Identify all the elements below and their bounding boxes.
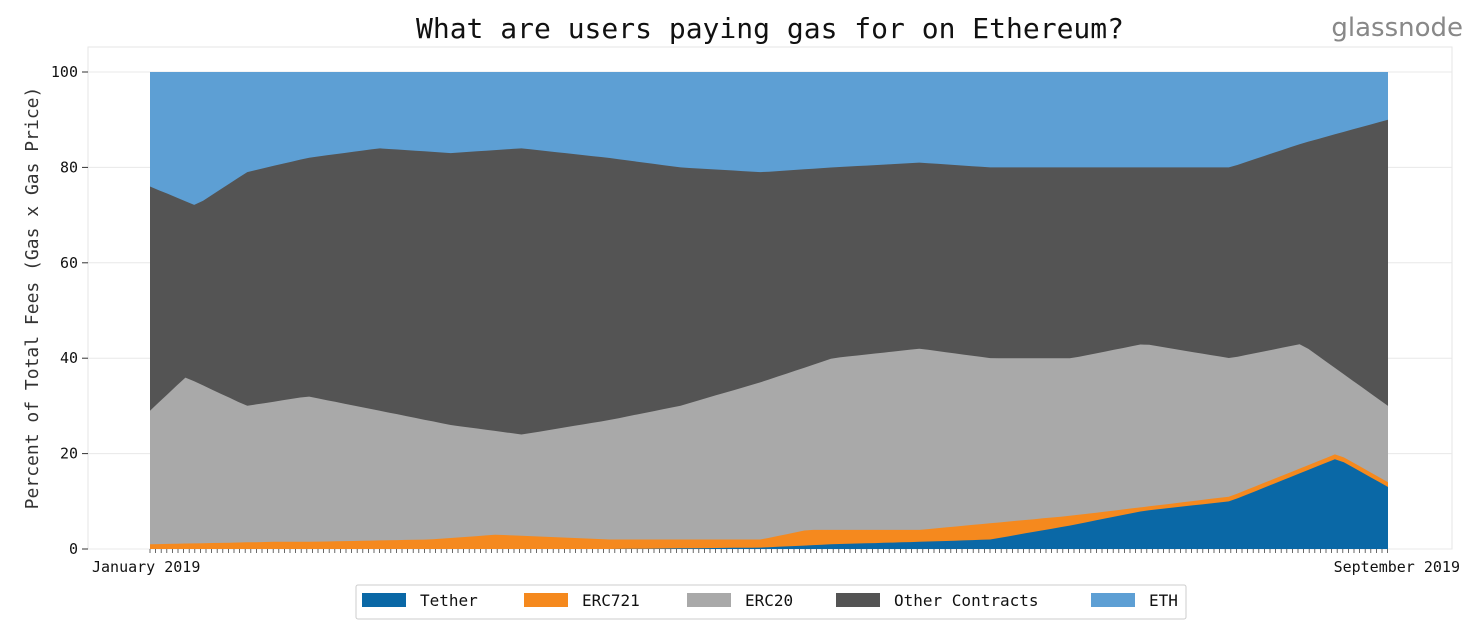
y-tick-label: 40 — [60, 349, 78, 367]
area-tether — [150, 459, 1388, 549]
legend-label: ERC721 — [582, 591, 640, 610]
legend-swatch — [1091, 593, 1135, 607]
legend-swatch — [836, 593, 880, 607]
legend-label: ETH — [1149, 591, 1178, 610]
y-tick-label: 20 — [60, 445, 78, 463]
x-tick-label-end: September 2019 — [1334, 558, 1460, 576]
y-tick-label: 100 — [51, 63, 78, 81]
legend-swatch — [524, 593, 568, 607]
series-areas — [150, 72, 1388, 549]
y-tick-label: 0 — [69, 540, 78, 558]
chart-title: What are users paying gas for on Ethereu… — [416, 12, 1124, 45]
legend-label: Other Contracts — [894, 591, 1039, 610]
y-tick-label: 80 — [60, 158, 78, 176]
legend-swatch — [362, 593, 406, 607]
legend-label: Tether — [420, 591, 478, 610]
y-axis-ticks: 0 20 40 60 80 100 — [51, 63, 88, 558]
x-axis-minor-ticks — [149, 549, 1388, 553]
legend-label: ERC20 — [745, 591, 793, 610]
y-axis-label: Percent of Total Fees (Gas x Gas Price) — [22, 87, 43, 510]
y-tick-label: 60 — [60, 254, 78, 272]
legend: Tether ERC721 ERC20 Other Contracts ETH — [355, 584, 1187, 620]
legend-swatch — [687, 593, 731, 607]
area-erc20 — [150, 344, 1388, 549]
glassnode-logo: glassnode — [1331, 13, 1463, 43]
x-tick-label-start: January 2019 — [92, 558, 200, 576]
